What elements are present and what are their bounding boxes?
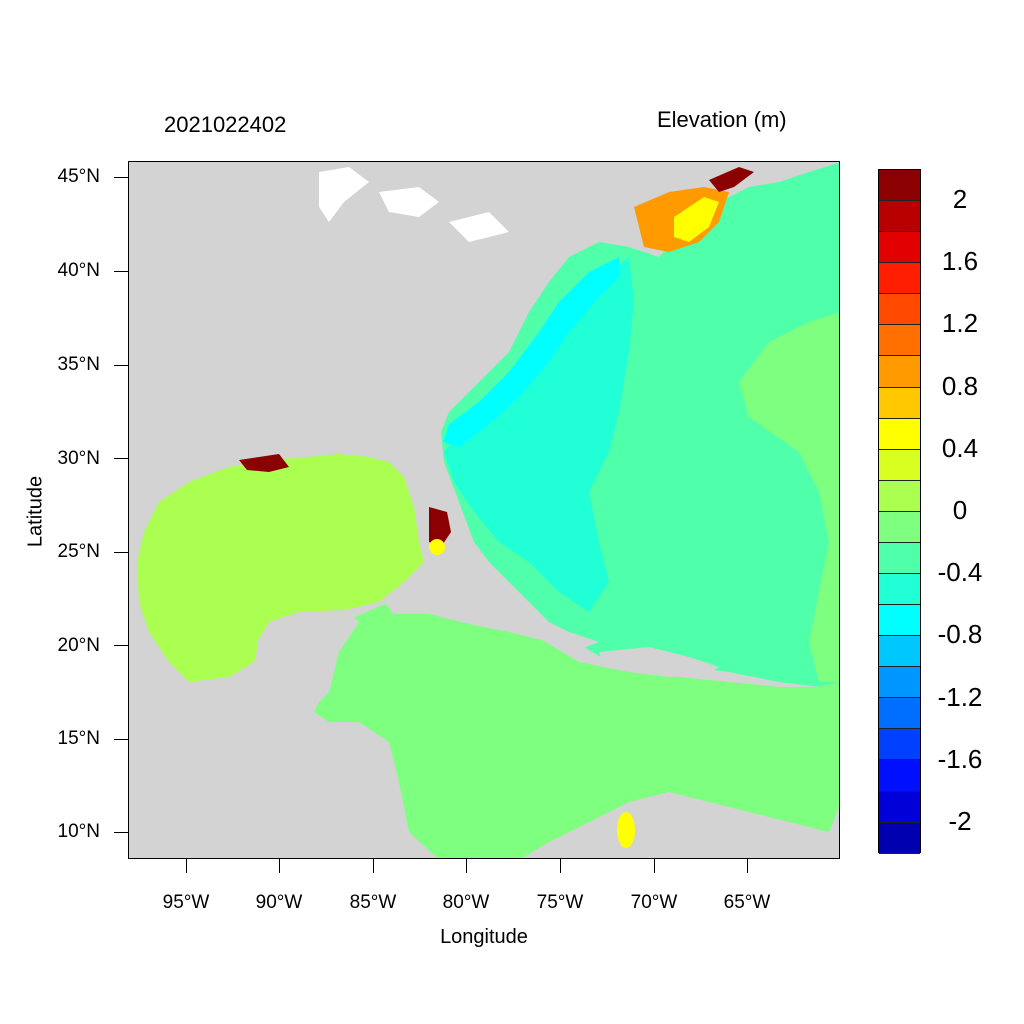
yucatan-land	[257, 610, 359, 712]
lat-tick-label: 45°N	[57, 166, 100, 187]
lon-tick	[560, 859, 561, 873]
caribbean-sea	[314, 592, 839, 858]
colorbar-segment	[879, 480, 920, 512]
colorbar-tick-label: 1.2	[941, 308, 979, 339]
colorbar-segment	[879, 263, 920, 295]
colorbar-segment	[879, 760, 920, 792]
lat-tick	[114, 832, 128, 833]
hispaniola-land	[599, 647, 719, 677]
colorbar-segment	[879, 605, 920, 637]
lon-tick	[466, 859, 467, 873]
colorbar-tick-label: -0.8	[937, 619, 983, 650]
colorbar-segment	[879, 667, 920, 699]
lon-tick-label: 90°W	[255, 892, 303, 913]
lat-tick	[114, 552, 128, 553]
colorbar-segment	[879, 418, 920, 450]
colorbar-tick-label: 0.4	[941, 432, 979, 463]
lat-tick-label: 40°N	[57, 260, 100, 281]
variable-title: Elevation (m)	[657, 107, 787, 132]
colorbar-segment	[879, 294, 920, 326]
lon-tick-label: 80°W	[442, 892, 490, 913]
colorbar-tick-label: 0	[952, 495, 968, 525]
colorbar-tick-label: 2	[952, 184, 968, 215]
x-axis-title: Longitude	[440, 926, 528, 948]
nova-scotia-red	[709, 167, 754, 192]
lon-tick	[654, 859, 655, 873]
lon-tick-label: 95°W	[162, 892, 210, 913]
colorbar-segment	[879, 729, 920, 761]
date-title: 2021022402	[164, 112, 287, 137]
y-axis-title: Latitude	[24, 475, 47, 548]
colorbar-segment	[879, 387, 920, 419]
lat-tick-label: 15°N	[57, 728, 100, 749]
colorbar-segment	[879, 636, 920, 668]
colorbar-tick-label: -1.2	[937, 681, 983, 712]
lon-tick	[186, 859, 187, 873]
keys-yellow	[429, 539, 445, 555]
lon-tick	[279, 859, 280, 873]
colorbar-segment	[879, 232, 920, 264]
lat-tick-label: 25°N	[57, 541, 100, 562]
colorbar-segment	[879, 822, 920, 854]
lon-tick	[747, 859, 748, 873]
lat-tick-label: 20°N	[57, 635, 100, 656]
gulf-of-maine-yellow	[674, 197, 719, 242]
colorbar-segment	[879, 449, 920, 481]
colorbar-segment	[879, 542, 920, 575]
lat-tick	[114, 177, 128, 178]
colorbar-segment	[879, 698, 920, 730]
great-lakes	[319, 167, 509, 242]
colorbar-segment	[879, 325, 920, 357]
atlantic-east-band	[739, 312, 839, 682]
lat-tick	[114, 365, 128, 366]
lon-tick	[373, 859, 374, 873]
colorbar-segment	[879, 791, 920, 823]
cuba-land	[384, 590, 599, 650]
colorbar-segment	[879, 201, 920, 233]
lat-tick	[114, 271, 128, 272]
lat-tick	[114, 645, 128, 646]
colorbar	[878, 169, 921, 854]
elevation-map	[129, 162, 839, 858]
coastal-water	[443, 257, 619, 447]
florida-surge	[429, 507, 451, 547]
lat-tick	[114, 458, 128, 459]
lat-tick-label: 10°N	[57, 821, 100, 842]
lon-tick-label: 65°W	[723, 892, 771, 913]
gulf-of-mexico	[137, 454, 424, 682]
lon-tick-label: 85°W	[349, 892, 397, 913]
lat-tick-label: 30°N	[57, 448, 100, 469]
lat-tick	[114, 739, 128, 740]
colorbar-tick-label: -2	[948, 805, 972, 836]
lon-tick-label: 75°W	[536, 892, 584, 913]
colorbar-segment	[879, 356, 920, 388]
lat-tick-label: 35°N	[57, 354, 100, 375]
map-panel	[128, 161, 840, 859]
lon-tick-label: 70°W	[630, 892, 678, 913]
colorbar-segment	[879, 574, 920, 606]
colorbar-tick-label: -1.6	[937, 743, 983, 774]
shelf-water	[444, 257, 634, 612]
colorbar-tick-label: 1.6	[941, 246, 979, 277]
colorbar-tick-label: 0.8	[941, 370, 979, 401]
colorbar-segment	[879, 170, 920, 202]
colorbar-segment	[879, 511, 920, 543]
venezuela-yellow	[617, 812, 635, 848]
louisiana-surge	[239, 454, 289, 472]
colorbar-tick-label: -0.4	[937, 557, 983, 588]
